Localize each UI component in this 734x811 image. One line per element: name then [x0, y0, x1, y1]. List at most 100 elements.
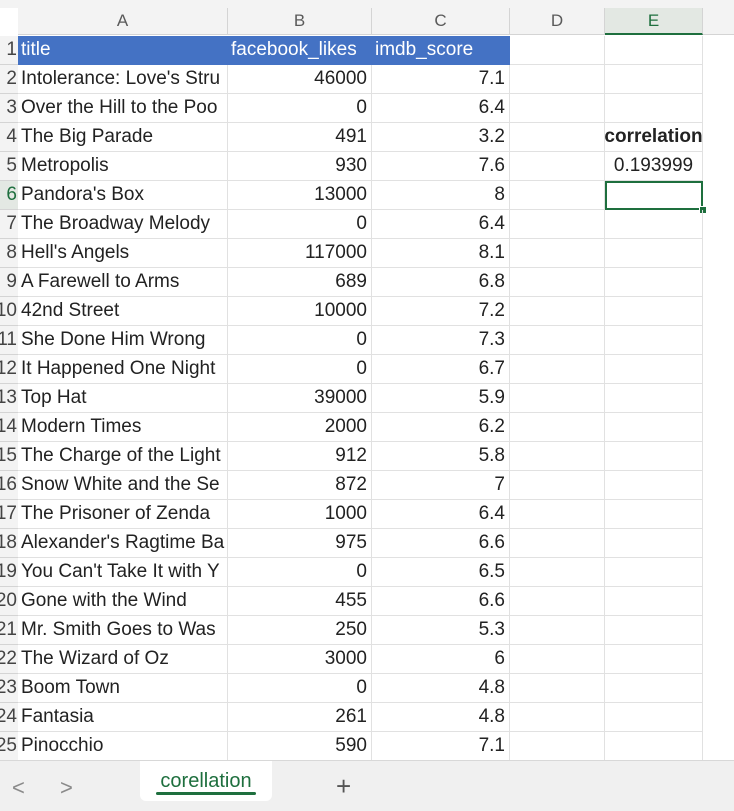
title-cell[interactable]: Mr. Smith Goes to Was	[18, 616, 228, 645]
title-cell[interactable]: Alexander's Ragtime Ba	[18, 529, 228, 558]
imdb-score-cell[interactable]: 6.4	[372, 94, 510, 123]
empty-cell[interactable]	[510, 645, 605, 674]
imdb-score-cell[interactable]: 6.4	[372, 500, 510, 529]
imdb-score-cell[interactable]: 5.9	[372, 384, 510, 413]
row-number[interactable]: 17	[0, 500, 18, 529]
facebook-likes-cell[interactable]: 0	[228, 94, 372, 123]
empty-cell[interactable]	[605, 384, 703, 413]
column-header-b[interactable]: B	[228, 8, 372, 35]
title-cell[interactable]: The Prisoner of Zenda	[18, 500, 228, 529]
empty-cell[interactable]	[605, 703, 703, 732]
empty-cell[interactable]	[510, 616, 605, 645]
empty-cell[interactable]	[510, 326, 605, 355]
empty-cell[interactable]	[510, 181, 605, 210]
facebook-likes-cell[interactable]: 117000	[228, 239, 372, 268]
imdb-score-cell[interactable]: 7.1	[372, 65, 510, 94]
empty-cell[interactable]	[510, 500, 605, 529]
facebook-likes-cell[interactable]: 0	[228, 674, 372, 703]
facebook-likes-cell[interactable]: 46000	[228, 65, 372, 94]
column-header-e[interactable]: E	[605, 8, 703, 35]
title-cell[interactable]: Intolerance: Love's Stru	[18, 65, 228, 94]
header-cell-facebook-likes[interactable]: facebook_likes	[228, 36, 372, 65]
imdb-score-cell[interactable]: 8	[372, 181, 510, 210]
empty-cell[interactable]	[605, 471, 703, 500]
chevron-left-icon[interactable]: <	[12, 775, 25, 801]
imdb-score-cell[interactable]: 4.8	[372, 674, 510, 703]
empty-cell[interactable]	[510, 355, 605, 384]
facebook-likes-cell[interactable]: 0	[228, 558, 372, 587]
imdb-score-cell[interactable]: 4.8	[372, 703, 510, 732]
title-cell[interactable]: 42nd Street	[18, 297, 228, 326]
empty-cell[interactable]	[605, 239, 703, 268]
empty-cell[interactable]	[605, 36, 703, 65]
plus-icon[interactable]: +	[336, 771, 351, 802]
facebook-likes-cell[interactable]: 689	[228, 268, 372, 297]
title-cell[interactable]: Snow White and the Se	[18, 471, 228, 500]
imdb-score-cell[interactable]: 7.2	[372, 297, 510, 326]
row-number[interactable]: 14	[0, 413, 18, 442]
title-cell[interactable]: Fantasia	[18, 703, 228, 732]
title-cell[interactable]: Modern Times	[18, 413, 228, 442]
facebook-likes-cell[interactable]: 0	[228, 326, 372, 355]
row-number[interactable]: 22	[0, 645, 18, 674]
facebook-likes-cell[interactable]: 250	[228, 616, 372, 645]
empty-cell[interactable]	[605, 210, 703, 239]
title-cell[interactable]: Metropolis	[18, 152, 228, 181]
facebook-likes-cell[interactable]: 930	[228, 152, 372, 181]
empty-cell[interactable]	[510, 442, 605, 471]
empty-cell[interactable]	[510, 384, 605, 413]
empty-cell[interactable]	[605, 674, 703, 703]
empty-cell[interactable]	[605, 442, 703, 471]
facebook-likes-cell[interactable]: 10000	[228, 297, 372, 326]
facebook-likes-cell[interactable]: 1000	[228, 500, 372, 529]
facebook-likes-cell[interactable]: 0	[228, 355, 372, 384]
chevron-right-icon[interactable]: >	[60, 775, 73, 801]
row-number[interactable]: 2	[0, 65, 18, 94]
empty-cell[interactable]	[510, 36, 605, 65]
empty-cell[interactable]	[510, 558, 605, 587]
empty-cell[interactable]	[510, 268, 605, 297]
facebook-likes-cell[interactable]: 872	[228, 471, 372, 500]
title-cell[interactable]: Gone with the Wind	[18, 587, 228, 616]
empty-cell[interactable]	[605, 413, 703, 442]
active-cell-e6[interactable]	[605, 181, 703, 210]
empty-cell[interactable]	[510, 413, 605, 442]
row-number[interactable]: 11	[0, 326, 18, 355]
empty-cell[interactable]	[510, 94, 605, 123]
empty-cell[interactable]	[510, 703, 605, 732]
title-cell[interactable]: The Broadway Melody	[18, 210, 228, 239]
empty-cell[interactable]	[510, 210, 605, 239]
empty-cell[interactable]	[605, 297, 703, 326]
empty-cell[interactable]	[605, 645, 703, 674]
imdb-score-cell[interactable]: 6.5	[372, 558, 510, 587]
empty-cell[interactable]	[510, 65, 605, 94]
imdb-score-cell[interactable]: 7.1	[372, 732, 510, 761]
empty-cell[interactable]	[510, 674, 605, 703]
title-cell[interactable]: She Done Him Wrong	[18, 326, 228, 355]
empty-cell[interactable]	[605, 65, 703, 94]
empty-cell[interactable]	[510, 123, 605, 152]
row-number[interactable]: 8	[0, 239, 18, 268]
empty-cell[interactable]	[605, 587, 703, 616]
title-cell[interactable]: Boom Town	[18, 674, 228, 703]
empty-cell[interactable]	[510, 152, 605, 181]
correlation-value-cell[interactable]: 0.193999	[605, 152, 703, 181]
empty-cell[interactable]	[605, 732, 703, 761]
sheet-tab-corellation[interactable]: corellation	[140, 761, 272, 801]
row-number[interactable]: 25	[0, 732, 18, 761]
row-number[interactable]: 18	[0, 529, 18, 558]
imdb-score-cell[interactable]: 6.6	[372, 529, 510, 558]
row-number[interactable]: 13	[0, 384, 18, 413]
empty-cell[interactable]	[605, 529, 703, 558]
title-cell[interactable]: The Wizard of Oz	[18, 645, 228, 674]
row-number[interactable]: 12	[0, 355, 18, 384]
empty-cell[interactable]	[510, 529, 605, 558]
facebook-likes-cell[interactable]: 590	[228, 732, 372, 761]
facebook-likes-cell[interactable]: 261	[228, 703, 372, 732]
empty-cell[interactable]	[510, 587, 605, 616]
empty-cell[interactable]	[510, 471, 605, 500]
row-number[interactable]: 16	[0, 471, 18, 500]
title-cell[interactable]: The Big Parade	[18, 123, 228, 152]
imdb-score-cell[interactable]: 7.6	[372, 152, 510, 181]
title-cell[interactable]: Over the Hill to the Poo	[18, 94, 228, 123]
